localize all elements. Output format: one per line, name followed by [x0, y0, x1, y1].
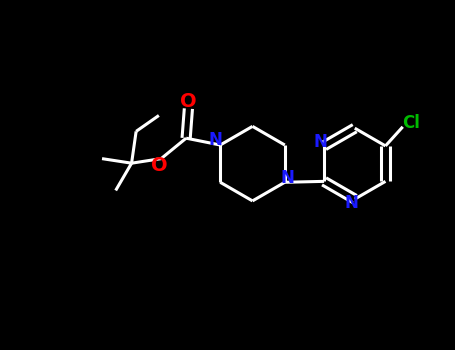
Text: N: N [313, 133, 327, 151]
Text: O: O [151, 156, 167, 175]
Text: N: N [280, 169, 294, 187]
Text: O: O [180, 92, 197, 111]
Text: N: N [344, 194, 358, 212]
Text: Cl: Cl [402, 114, 420, 132]
Text: N: N [209, 132, 222, 149]
